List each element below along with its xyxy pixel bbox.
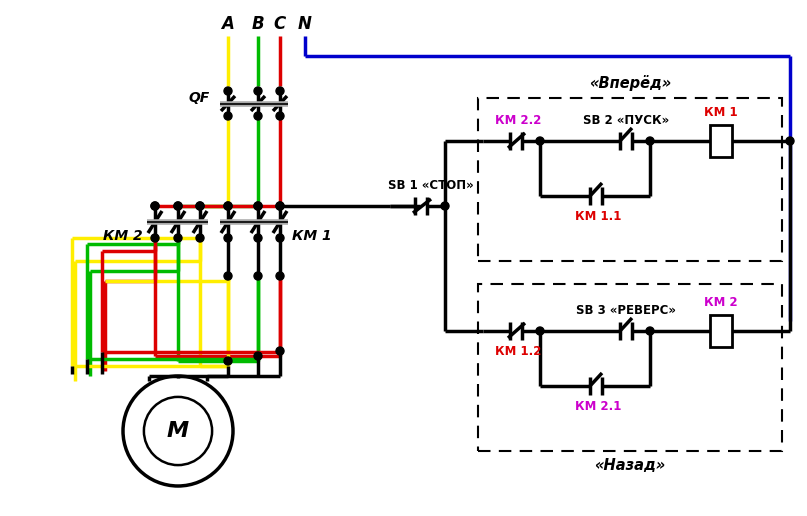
Circle shape — [196, 234, 204, 242]
Text: КМ 2.1: КМ 2.1 — [575, 400, 621, 413]
Circle shape — [151, 202, 159, 210]
Circle shape — [254, 352, 262, 360]
Circle shape — [276, 202, 284, 210]
Text: М: М — [167, 421, 189, 441]
Bar — [710, 315, 732, 347]
Circle shape — [254, 87, 262, 95]
Circle shape — [151, 234, 159, 242]
Circle shape — [786, 137, 794, 145]
Circle shape — [224, 87, 232, 95]
Text: КМ 1.2: КМ 1.2 — [495, 345, 541, 358]
Text: КМ 2.2: КМ 2.2 — [495, 114, 541, 127]
Text: SB 2 «ПУСК»: SB 2 «ПУСК» — [583, 114, 669, 127]
Circle shape — [254, 272, 262, 280]
Text: N: N — [298, 15, 312, 33]
Text: КМ 2: КМ 2 — [705, 296, 738, 309]
Circle shape — [254, 202, 262, 210]
Circle shape — [441, 202, 449, 210]
Circle shape — [254, 112, 262, 120]
Circle shape — [224, 272, 232, 280]
Circle shape — [151, 202, 159, 210]
Circle shape — [536, 137, 544, 145]
Text: КМ 1: КМ 1 — [292, 229, 332, 243]
Text: КМ 1: КМ 1 — [705, 106, 738, 119]
Circle shape — [196, 202, 204, 210]
Circle shape — [536, 327, 544, 335]
Circle shape — [276, 87, 284, 95]
Bar — [478, 98, 782, 261]
Text: C: C — [274, 15, 286, 33]
Circle shape — [224, 234, 232, 242]
Text: КМ 1.1: КМ 1.1 — [575, 210, 621, 223]
Bar — [710, 125, 732, 157]
Circle shape — [196, 202, 204, 210]
Text: A: A — [222, 15, 235, 33]
Circle shape — [224, 202, 232, 210]
Text: SB 1 «СТОП»: SB 1 «СТОП» — [388, 179, 474, 192]
Circle shape — [254, 234, 262, 242]
Circle shape — [254, 202, 262, 210]
Text: «Назад»: «Назад» — [595, 459, 666, 474]
Text: КМ 2: КМ 2 — [103, 229, 143, 243]
Circle shape — [276, 347, 284, 355]
Circle shape — [646, 137, 654, 145]
Circle shape — [174, 234, 182, 242]
Circle shape — [276, 202, 284, 210]
Circle shape — [224, 357, 232, 365]
Circle shape — [276, 234, 284, 242]
Text: B: B — [252, 15, 265, 33]
Circle shape — [224, 112, 232, 120]
Text: QF: QF — [189, 91, 210, 105]
Text: SB 3 «РЕВЕРС»: SB 3 «РЕВЕРС» — [576, 304, 676, 317]
Circle shape — [276, 112, 284, 120]
Text: «Вперёд»: «Вперёд» — [589, 75, 671, 91]
Circle shape — [224, 202, 232, 210]
Circle shape — [646, 327, 654, 335]
Circle shape — [174, 202, 182, 210]
Bar — [478, 284, 782, 451]
Circle shape — [276, 272, 284, 280]
Circle shape — [174, 202, 182, 210]
